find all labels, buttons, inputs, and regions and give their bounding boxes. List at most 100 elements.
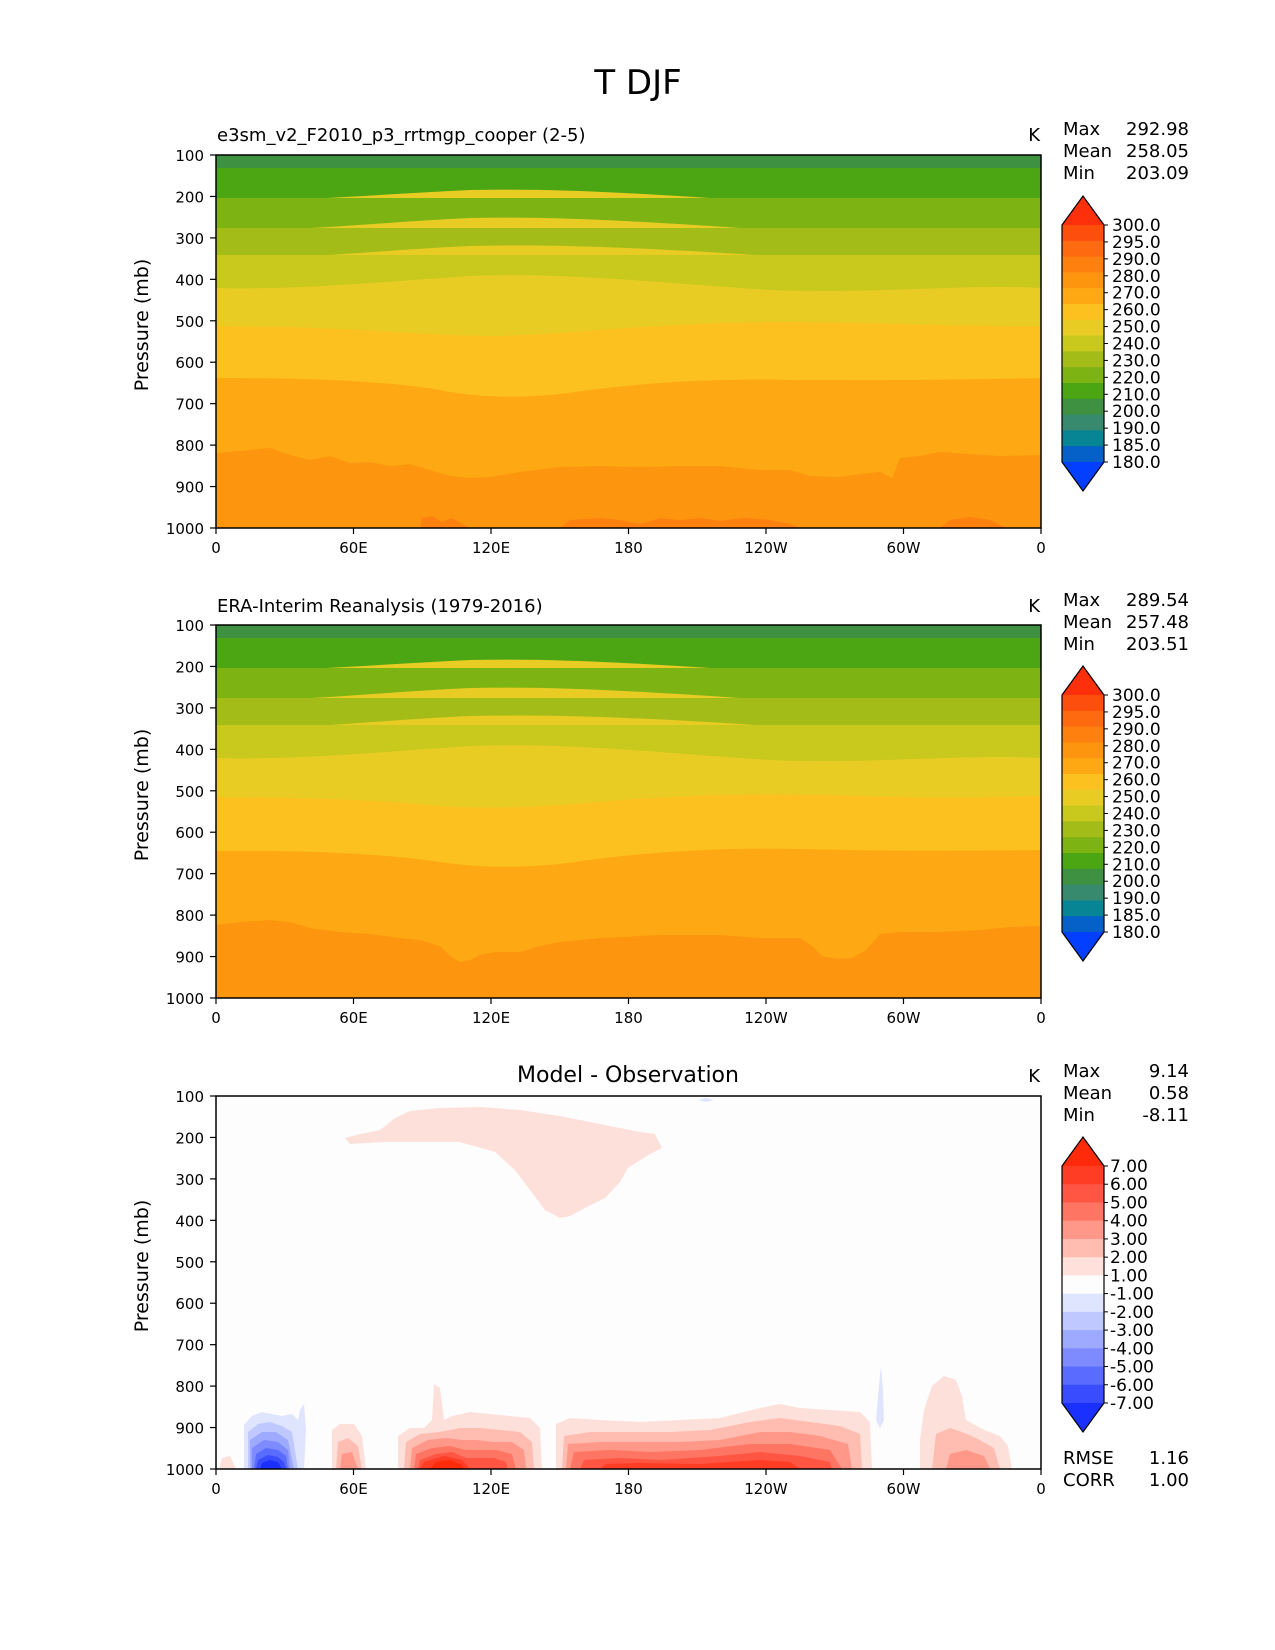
colorbar-segment [1062,1275,1104,1295]
colorbar-segment [1062,304,1104,321]
stat-label-min: Min [1063,1105,1095,1126]
colorbar-segment [1062,1238,1104,1258]
colorbar-segment [1062,383,1104,400]
stat-value-max: 289.54 [1126,590,1189,611]
colorbar-label: 5.00 [1110,1193,1148,1213]
stat-value-min: -8.11 [1142,1105,1189,1126]
stats-block: Max 292.98 Mean 258.05 Min 203.09 [1063,119,1189,184]
x-tick-label: 0 [1036,1480,1046,1498]
colorbar-segment [1062,1184,1104,1204]
colorbar-label: 240.0 [1112,335,1161,355]
stat-value-min: 203.09 [1126,163,1189,184]
stat-label-max: Max [1063,1061,1101,1082]
colorbar-label: 185.0 [1112,906,1161,926]
panel-title: ERA-Interim Reanalysis (1979-2016) [217,596,543,617]
y-tick-label: 1000 [166,520,204,538]
x-tick-label: 60E [339,1009,368,1027]
stat-label-max: Max [1063,119,1101,140]
x-tick-label: 120W [744,539,788,557]
contour-band-290 [216,448,1041,528]
diff-feature-top-cool [698,1098,714,1102]
colorbar-segment [1062,398,1104,416]
colorbar-segment [1062,900,1104,917]
colorbar-label: 220.0 [1112,368,1161,388]
colorbar-segment [1062,1202,1104,1222]
stat-label-min: Min [1063,634,1095,655]
diff-feature-warm-30w [920,1376,1012,1469]
y-tick-label: 500 [175,783,204,801]
colorbar-label: 295.0 [1112,703,1161,723]
colorbar-segment [1062,256,1104,273]
x-tick-label: 0 [211,1480,221,1498]
stats-block: Max 9.14 Mean 0.58 Min -8.11 RMSE 1.16 C… [1063,1061,1189,1491]
stat-value-rmse: 1.16 [1149,1448,1189,1469]
colorbar-segment [1062,288,1104,305]
x-tick-label: 60W [887,539,921,557]
colorbar-label: 230.0 [1112,821,1161,841]
x-tick-label: 60W [887,1009,921,1027]
colorbar-label: 180.0 [1112,453,1161,473]
contour-band-295 [420,516,1006,528]
colorbar-segment [1062,1348,1104,1368]
colorbar-label: 260.0 [1112,301,1161,321]
y-tick-label: 400 [175,741,204,759]
stats-block: Max 289.54 Mean 257.48 Min 203.51 [1063,590,1189,655]
stat-label-mean: Mean [1063,1083,1112,1104]
colorbar-segment [1062,1257,1104,1276]
y-tick-label: 1000 [166,990,204,1008]
colorbar-segment [1062,367,1104,384]
colorbar-label: 6.00 [1110,1175,1148,1195]
stat-label-mean: Mean [1063,612,1112,633]
diff-feature-cool-60w [876,1366,884,1428]
colorbar-label: 300.0 [1112,216,1161,236]
x-axis: 0 60E 120E 180 120W 60W 0 [211,528,1046,557]
panel-title: Model - Observation [517,1063,739,1088]
colorbar-label: 230.0 [1112,351,1161,371]
y-tick-label: 700 [175,396,204,414]
contour-band-230 [216,668,1041,702]
y-tick-label: 800 [175,437,204,455]
y-tick-label: 900 [175,479,204,497]
colorbar-label: 270.0 [1112,754,1161,774]
y-axis: 100 200 300 400 500 600 700 800 900 1000 [166,617,216,1008]
colorbar-label: -6.00 [1110,1376,1154,1396]
colorbar-segment [1062,414,1104,431]
y-axis: 100 200 300 400 500 600 700 800 900 1000 [166,1088,216,1479]
diff-feature-upper-warm [345,1107,662,1218]
colorbar-label: 300.0 [1112,686,1161,706]
colorbar-extend-min [1062,462,1104,491]
y-tick-label: 100 [175,147,204,165]
contour-band-220 [216,638,1041,674]
contour-band-210 [216,625,1041,641]
colorbar-label: 200.0 [1112,402,1161,422]
y-tick-label: 200 [175,188,204,206]
stat-label-rmse: RMSE [1063,1448,1114,1469]
colorbar-label: -3.00 [1110,1321,1154,1341]
colorbar-label: 190.0 [1112,889,1161,909]
colorbar-segment [1062,726,1104,743]
y-tick-label: 500 [175,313,204,331]
y-tick-label: 200 [175,658,204,676]
colorbar-segment [1062,742,1104,759]
colorbar-segment [1062,837,1104,854]
stat-value-mean: 0.58 [1149,1083,1189,1104]
y-axis: 100 200 300 400 500 600 700 800 900 1000 [166,147,216,538]
y-tick-label: 900 [175,949,204,967]
y-tick-label: 300 [175,1171,204,1189]
units-label: K [1028,125,1041,146]
y-tick-label: 900 [175,1420,204,1438]
x-tick-label: 0 [1036,1009,1046,1027]
colorbar-label: 200.0 [1112,872,1161,892]
contour-band-230 [216,198,1041,232]
colorbar-label: 280.0 [1112,737,1161,757]
panel-model: e3sm_v2_F2010_p3_rrtmgp_cooper (2-5) K P… [131,119,1189,557]
colorbar-label: 210.0 [1112,385,1161,405]
x-axis: 0 60E 120E 180 120W 60W 0 [211,998,1046,1027]
stat-value-max: 9.14 [1149,1061,1189,1082]
colorbar-segment [1062,1384,1104,1404]
y-tick-label: 800 [175,1378,204,1396]
y-tick-label: 700 [175,1337,204,1355]
colorbar-segment [1062,853,1104,870]
diff-feature-warm-120e [398,1384,542,1469]
contour-field [216,1096,1041,1469]
